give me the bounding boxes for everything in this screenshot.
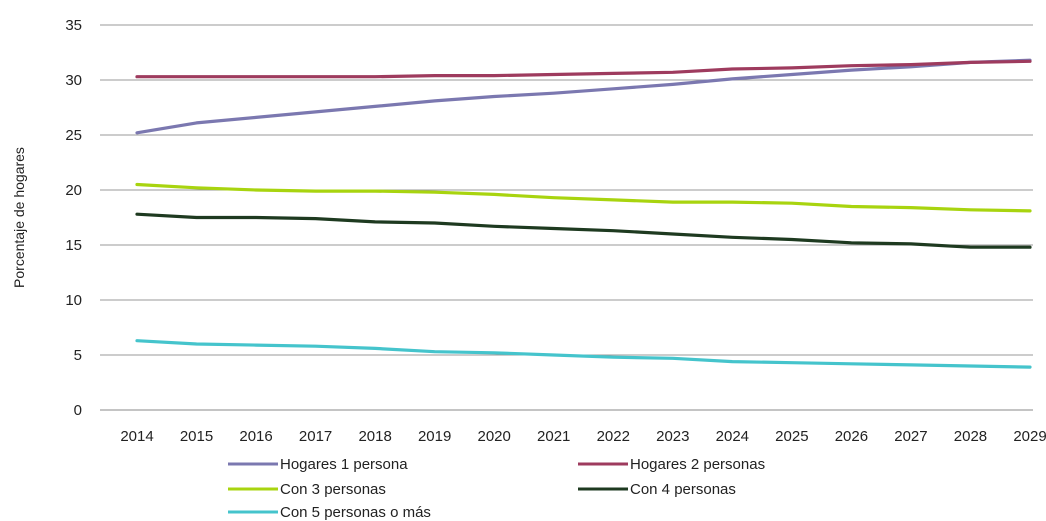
legend-label: Con 4 personas <box>630 481 736 498</box>
legend-label: Con 3 personas <box>280 481 386 498</box>
y-tick-label: 5 <box>74 347 82 364</box>
series-line-4 <box>135 212 1032 249</box>
x-tick-label: 2021 <box>537 428 570 445</box>
y-tick-label: 10 <box>65 292 82 309</box>
x-tick-label: 2025 <box>775 428 808 445</box>
legend-label: Con 5 personas o más <box>280 504 431 521</box>
x-tick-label: 2016 <box>239 428 272 445</box>
legend-item: Hogares 2 personas <box>578 456 765 473</box>
legend-item: Con 5 personas o más <box>228 504 431 521</box>
legend-item: Con 3 personas <box>228 481 386 498</box>
y-tick-label: 35 <box>65 17 82 34</box>
series-line-1 <box>135 58 1032 135</box>
legend-label: Hogares 1 persona <box>280 456 408 473</box>
x-tick-label: 2019 <box>418 428 451 445</box>
series-line-5 <box>135 339 1032 369</box>
x-tick-label: 2014 <box>120 428 153 445</box>
y-tick-label: 0 <box>74 402 82 419</box>
series-line-2 <box>135 59 1032 79</box>
x-tick-label: 2017 <box>299 428 332 445</box>
legend-label: Hogares 2 personas <box>630 456 765 473</box>
legend-item: Hogares 1 persona <box>228 456 408 473</box>
y-axis-label: Porcentaje de hogares <box>11 147 27 288</box>
x-tick-label: 2029 <box>1013 428 1046 445</box>
y-tick-label: 15 <box>65 237 82 254</box>
x-tick-label: 2022 <box>597 428 630 445</box>
x-tick-label: 2023 <box>656 428 689 445</box>
series-lines <box>135 58 1032 369</box>
y-tick-label: 20 <box>65 182 82 199</box>
y-tick-labels: 0 5 10 15 20 25 30 35 <box>65 17 82 419</box>
y-tick-label: 25 <box>65 127 82 144</box>
y-tick-label: 30 <box>65 72 82 89</box>
series-line-3 <box>135 182 1032 213</box>
x-tick-label: 2024 <box>716 428 749 445</box>
x-tick-label: 2028 <box>954 428 987 445</box>
x-tick-label: 2027 <box>894 428 927 445</box>
x-tick-label: 2015 <box>180 428 213 445</box>
x-tick-labels: 2014 2015 2016 2017 2018 2019 2020 2021 2022 2023… <box>120 428 1046 445</box>
legend-item: Con 4 personas <box>578 481 736 498</box>
x-tick-label: 2018 <box>358 428 391 445</box>
x-tick-label: 2020 <box>478 428 511 445</box>
legend: Hogares 1 persona Hogares 2 personas Con 3… <box>228 456 765 521</box>
x-tick-label: 2026 <box>835 428 868 445</box>
